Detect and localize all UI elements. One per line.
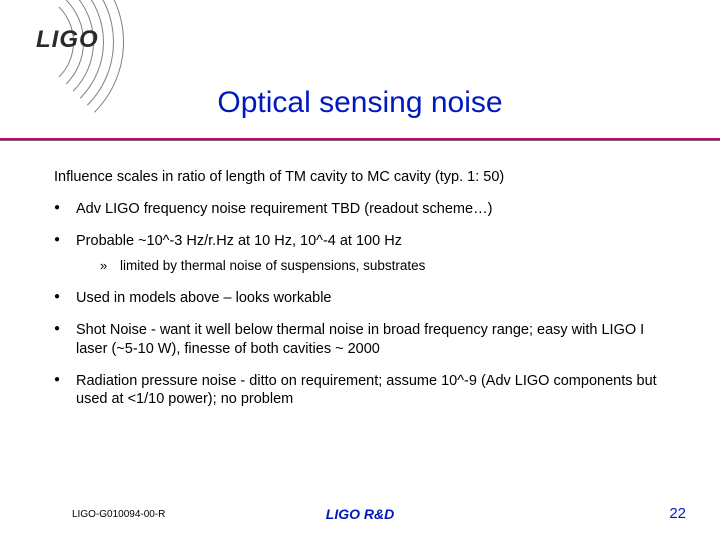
bullet-text: Used in models above – looks workable xyxy=(76,290,332,306)
slide-body: Influence scales in ratio of length of T… xyxy=(54,168,670,422)
bullet-item: Shot Noise - want it well below thermal … xyxy=(54,321,670,357)
logo-text: LIGO xyxy=(36,26,99,54)
intro-text: Influence scales in ratio of length of T… xyxy=(54,168,670,186)
bullet-item: Used in models above – looks workable xyxy=(54,289,670,307)
bullet-item: Probable ~10^-3 Hz/r.Hz at 10 Hz, 10^-4 … xyxy=(54,232,670,275)
bullet-text: Radiation pressure noise - ditto on requ… xyxy=(76,373,657,407)
footer-center: LIGO R&D xyxy=(0,506,720,522)
slide: LIGO Optical sensing noise Influence sca… xyxy=(0,0,720,540)
slide-title: Optical sensing noise xyxy=(0,86,720,120)
logo: LIGO xyxy=(14,12,154,72)
bullet-item: Adv LIGO frequency noise requirement TBD… xyxy=(54,200,670,218)
title-rule xyxy=(0,138,720,141)
footer-page-number: 22 xyxy=(669,505,686,522)
bullet-text: Shot Noise - want it well below thermal … xyxy=(76,322,644,356)
bullet-item: Radiation pressure noise - ditto on requ… xyxy=(54,372,670,408)
bullet-text: Probable ~10^-3 Hz/r.Hz at 10 Hz, 10^-4 … xyxy=(76,233,402,249)
sub-bullet-text: limited by thermal noise of suspensions,… xyxy=(120,258,425,273)
logo-arcs xyxy=(0,0,124,142)
bullet-text: Adv LIGO frequency noise requirement TBD… xyxy=(76,201,492,217)
sub-bullet-item: limited by thermal noise of suspensions,… xyxy=(76,258,670,275)
